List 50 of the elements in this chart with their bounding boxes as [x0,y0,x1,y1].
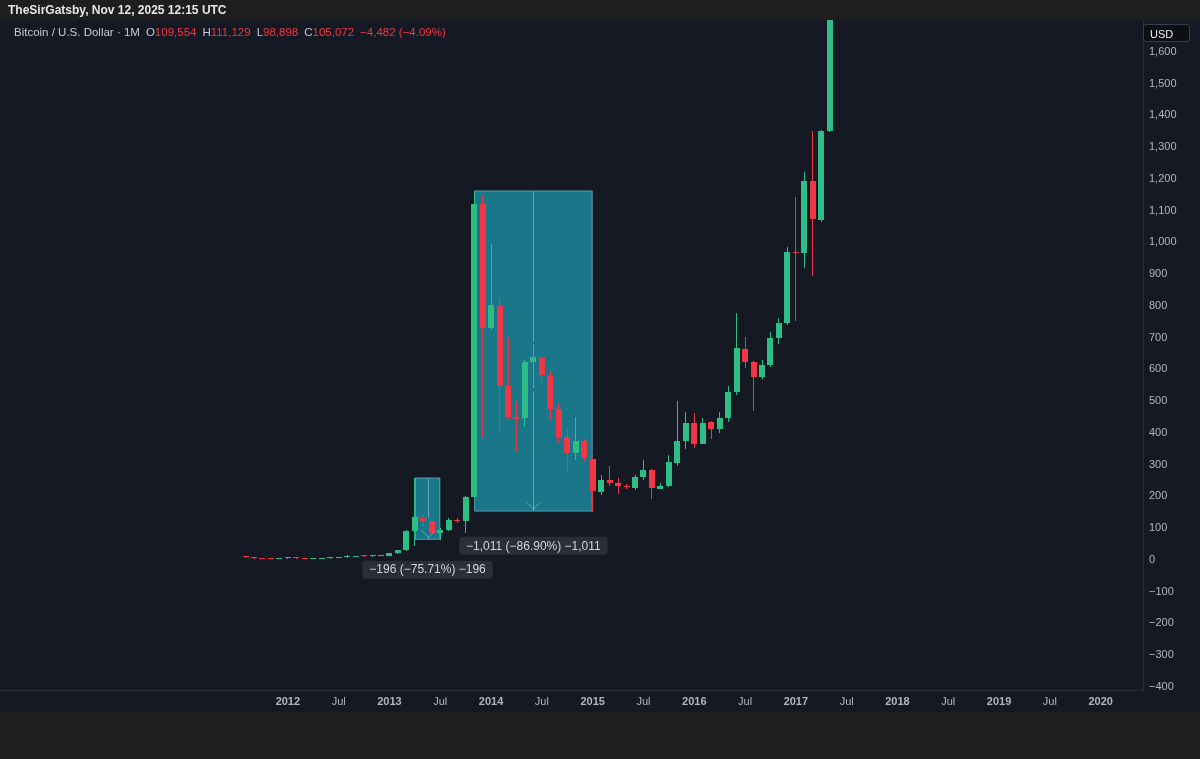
x-tick-label: 2020 [1088,694,1113,707]
x-tick-label: 2012 [275,694,301,707]
x-tick-label: Jul [839,694,854,707]
x-tick-label: Jul [331,694,346,707]
y-tick-label: 1,200 [1149,171,1177,184]
y-axis-title: USD [1143,24,1190,42]
annotation: O109,554 [145,26,197,38]
candlestick [513,401,519,452]
y-tick-label: 300 [1149,457,1168,470]
x-tick-label: Jul [738,694,753,707]
y-tick-label: 1,500 [1149,76,1177,89]
y-tick-label: 1,600 [1149,44,1177,57]
y-tick-label: 700 [1149,330,1168,343]
x-tick-label: 2015 [580,694,605,707]
x-tick-label: Jul [1042,694,1057,707]
y-tick-label: 100 [1149,521,1168,534]
text: TheSirGatsby, Nov 12, 2025 12:15 UTC [8,3,227,17]
y-tick-label: −300 [1149,648,1174,661]
y-tick-label: 1,300 [1149,140,1177,153]
y-tick-label: −200 [1149,616,1174,629]
band-label: −196 (−75.71%) −196 [369,562,487,577]
band-label: −1,011 (−86.90%) −1,011 [466,538,602,553]
x-tick-label: Jul [941,694,956,707]
y-tick-label: 800 [1149,298,1168,311]
y-tick-label: −400 [1149,679,1174,692]
x-tick-label: 2013 [377,694,402,707]
text: Bitcoin / U.S. Dollar · 1M [14,26,140,38]
x-tick-label: 2019 [986,694,1012,707]
x-tick-label: Jul [534,694,549,707]
x-tick-label: 2017 [783,694,809,707]
x-tick-label: Jul [433,694,448,707]
y-tick-label: 0 [1149,552,1156,565]
x-tick-label: 2014 [478,694,505,707]
annotation: H111,129 [202,26,251,38]
annotation: −4,482 (−4.09%) [360,26,446,38]
y-tick-label: 1,000 [1149,235,1177,248]
candlestick [793,197,799,321]
y-tick-label: 400 [1149,425,1168,438]
y-tick-label: 900 [1149,267,1168,280]
x-tick-label: 2018 [885,694,910,707]
x-tick-label: 2016 [682,694,707,707]
x-tick-label: Jul [636,694,651,707]
y-tick-label: 1,400 [1149,108,1177,121]
y-tick-label: 1,100 [1149,203,1177,216]
y-tick-label: 200 [1149,489,1168,502]
annotation: L98,898 [256,26,299,38]
y-tick-label: 600 [1149,362,1168,375]
y-tick-label: 500 [1149,394,1168,407]
annotation: C105,072 [304,26,355,38]
y-tick-label: −100 [1149,584,1174,597]
